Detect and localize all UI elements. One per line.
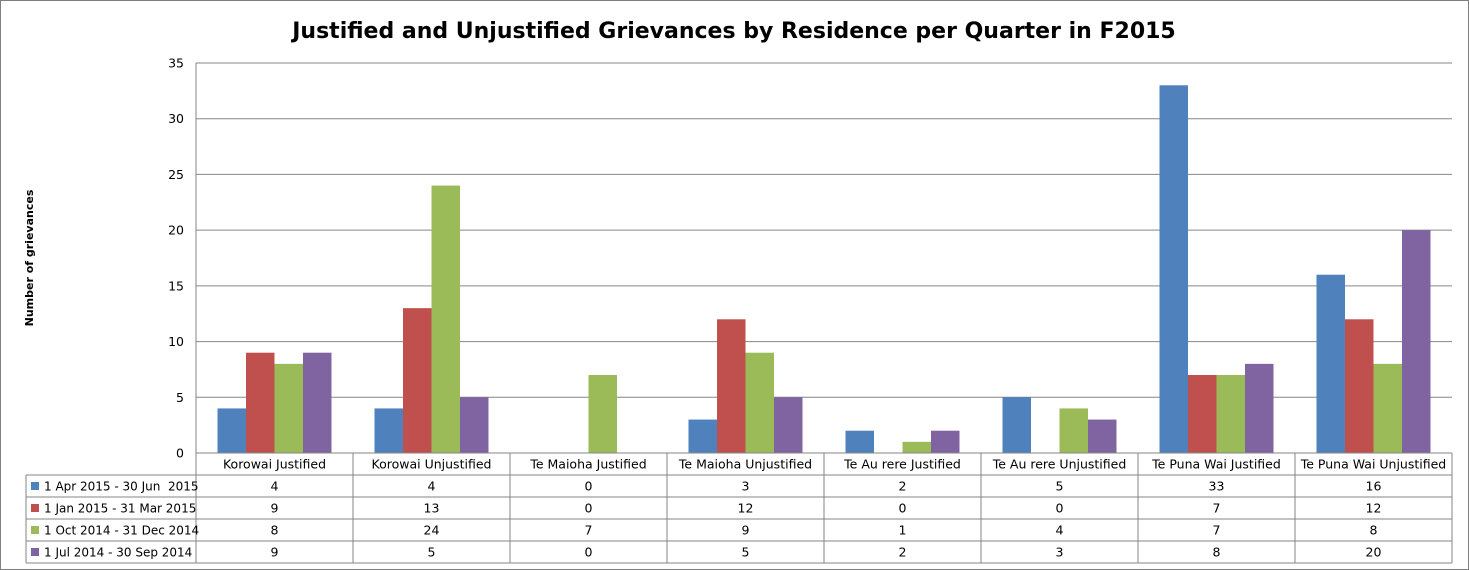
table-cell-value: 9 [742, 523, 750, 538]
table-cell-value: 8 [271, 523, 279, 538]
bar [460, 397, 489, 453]
bar [717, 319, 746, 453]
data-table: Korowai Justified Korowai Unjustified Te M… [25, 452, 1453, 564]
legend-entry: 1 Oct 2014 - 31 Dec 2014 [44, 524, 199, 538]
bar [845, 430, 874, 453]
bar [1059, 408, 1088, 453]
table-cell-value: 4 [271, 479, 279, 494]
table-cell-value: 4 [1056, 523, 1064, 538]
table-cell-value: 9 [271, 545, 279, 560]
bar [403, 308, 432, 453]
category-label: Korowai Unjustified [372, 457, 492, 472]
y-tick-label: 15 [168, 278, 184, 293]
bar [745, 352, 774, 453]
table-cell-value: 12 [1366, 501, 1382, 516]
category-label: Te Maioha Unjustified [678, 457, 812, 472]
y-axis-ticks: 0 5 10 15 20 25 30 35 [168, 56, 184, 461]
table-cell-value: 0 [899, 501, 907, 516]
chart-title: Justified and Unjustified Grievances by … [290, 19, 1176, 44]
bar [1316, 274, 1345, 453]
category-label: Te Puna Wai Justified [1151, 457, 1281, 472]
bar [1345, 319, 1374, 453]
category-label: Te Puna Wai Unjustified [1300, 457, 1447, 472]
category-label: Te Au rere Justified [843, 457, 961, 472]
y-tick-label: 20 [168, 223, 184, 238]
table-cell-value: 8 [1370, 523, 1378, 538]
bar [1245, 363, 1274, 453]
bar [902, 441, 931, 453]
y-axis-label: Number of grievances [23, 189, 36, 326]
bars [217, 85, 1431, 454]
table-cell-value: 33 [1209, 479, 1225, 494]
table-cell-value: 9 [271, 501, 279, 516]
table-cell-value: 20 [1366, 545, 1382, 560]
table-cell-value: 0 [585, 479, 593, 494]
table-cell-value: 2 [899, 545, 907, 560]
category-label: Te Maioha Justified [529, 457, 646, 472]
legend-entry: 1 Jan 2015 - 31 Mar 2015 [44, 502, 196, 516]
bar [688, 419, 717, 453]
bar [1402, 230, 1431, 453]
y-tick-label: 5 [176, 390, 184, 405]
y-tick-label: 25 [168, 167, 184, 182]
bar [1002, 397, 1031, 453]
legend-entry: 1 Jul 2014 - 30 Sep 2014 [44, 546, 192, 560]
legend-swatch [31, 482, 39, 490]
y-tick-label: 35 [168, 56, 184, 71]
y-tick-label: 0 [176, 446, 184, 461]
y-tick-label: 10 [168, 334, 184, 349]
table-cell-value: 0 [585, 501, 593, 516]
table-cell-value: 3 [1056, 545, 1064, 560]
legend-swatch [31, 526, 39, 534]
table-cell-value: 2 [899, 479, 907, 494]
bar [246, 352, 275, 453]
category-label: Korowai Justified [223, 457, 326, 472]
table-cell-value: 24 [424, 523, 440, 538]
legend-swatch [31, 504, 39, 512]
bar [774, 397, 803, 453]
table-cell-value: 5 [428, 545, 436, 560]
bar [588, 375, 617, 453]
table-cell-value: 5 [1056, 479, 1064, 494]
table-cell-value: 5 [742, 545, 750, 560]
table-cell-value: 8 [1213, 545, 1221, 560]
table-cell-value: 1 [899, 523, 907, 538]
bar [1216, 375, 1245, 453]
table-cell-value: 7 [1213, 501, 1221, 516]
table-cell-value: 7 [585, 523, 593, 538]
bar [374, 408, 403, 453]
bar [931, 430, 960, 453]
table-cell-value: 13 [424, 501, 440, 516]
bar [1373, 363, 1402, 453]
bar [274, 363, 303, 453]
table-cell-value: 7 [1213, 523, 1221, 538]
category-label: Te Au rere Unjustified [992, 457, 1127, 472]
bar [1159, 85, 1188, 454]
table-cell-value: 0 [1056, 501, 1064, 516]
bar [1188, 375, 1217, 453]
legend-swatch [31, 548, 39, 556]
table-cell-value: 4 [428, 479, 436, 494]
bar [303, 352, 332, 453]
legend-entry: 1 Apr 2015 - 30 Jun 2015 [44, 480, 199, 494]
y-tick-label: 30 [168, 111, 184, 126]
bar [431, 185, 460, 454]
table-cell-value: 12 [738, 501, 754, 516]
table-cell-value: 16 [1366, 479, 1382, 494]
bar [1088, 419, 1117, 453]
table-cell-value: 0 [585, 545, 593, 560]
table-cell-value: 3 [742, 479, 750, 494]
bar [217, 408, 246, 453]
